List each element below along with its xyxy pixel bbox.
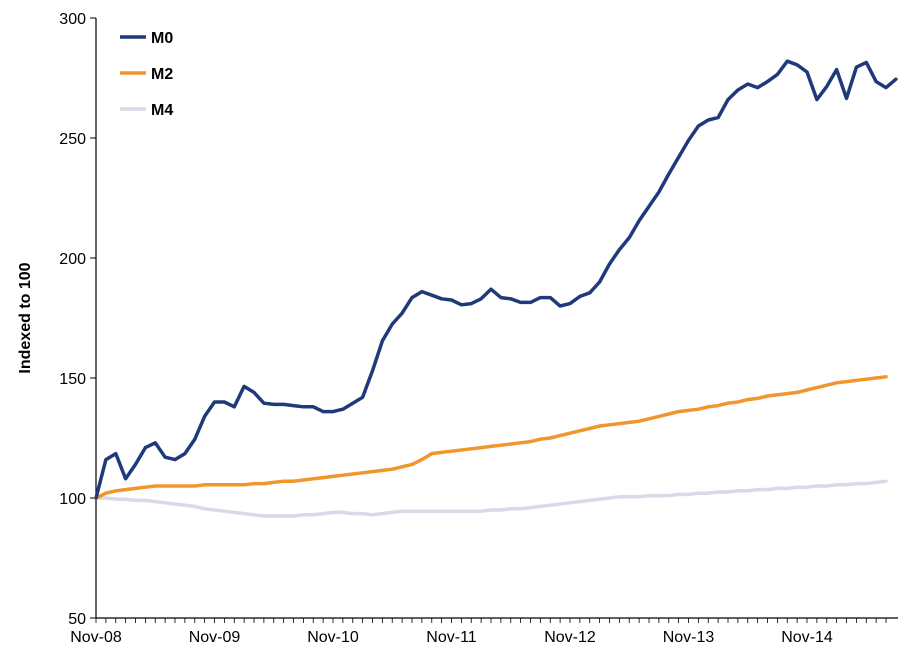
y-tick-label: 300 — [59, 11, 86, 28]
series-lines — [94, 59, 898, 518]
y-tick-label: 200 — [59, 251, 86, 268]
x-tick-label: Nov-10 — [307, 629, 359, 646]
legend: M0 M2 M4 — [120, 30, 173, 119]
y-tick-label: 150 — [59, 371, 86, 388]
y-axis-ticks: 50 100 150 200 250 300 — [59, 11, 96, 628]
series-line-m2 — [94, 375, 888, 500]
y-tick-label: 250 — [59, 131, 86, 148]
x-tick-label: Nov-09 — [189, 629, 241, 646]
y-axis-title: Indexed to 100 — [17, 262, 34, 373]
y-tick-label: 100 — [59, 491, 86, 508]
legend-label-m4: M4 — [151, 102, 173, 119]
y-tick-label: 50 — [68, 611, 86, 628]
x-axis-ticks: Nov-08 Nov-09 Nov-10 Nov-11 Nov-12 Nov-13 Nov-… — [70, 618, 887, 646]
legend-label-m2: M2 — [151, 66, 173, 83]
x-tick-label: Nov-11 — [426, 629, 476, 646]
x-tick-label: Nov-08 — [70, 629, 122, 646]
series-line-m4 — [94, 479, 888, 518]
x-tick-label: Nov-13 — [663, 629, 715, 646]
series-line-m0 — [94, 59, 898, 500]
x-tick-label: Nov-14 — [781, 629, 833, 646]
legend-label-m0: M0 — [151, 30, 173, 47]
axes — [95, 18, 898, 619]
x-tick-label: Nov-12 — [544, 629, 596, 646]
